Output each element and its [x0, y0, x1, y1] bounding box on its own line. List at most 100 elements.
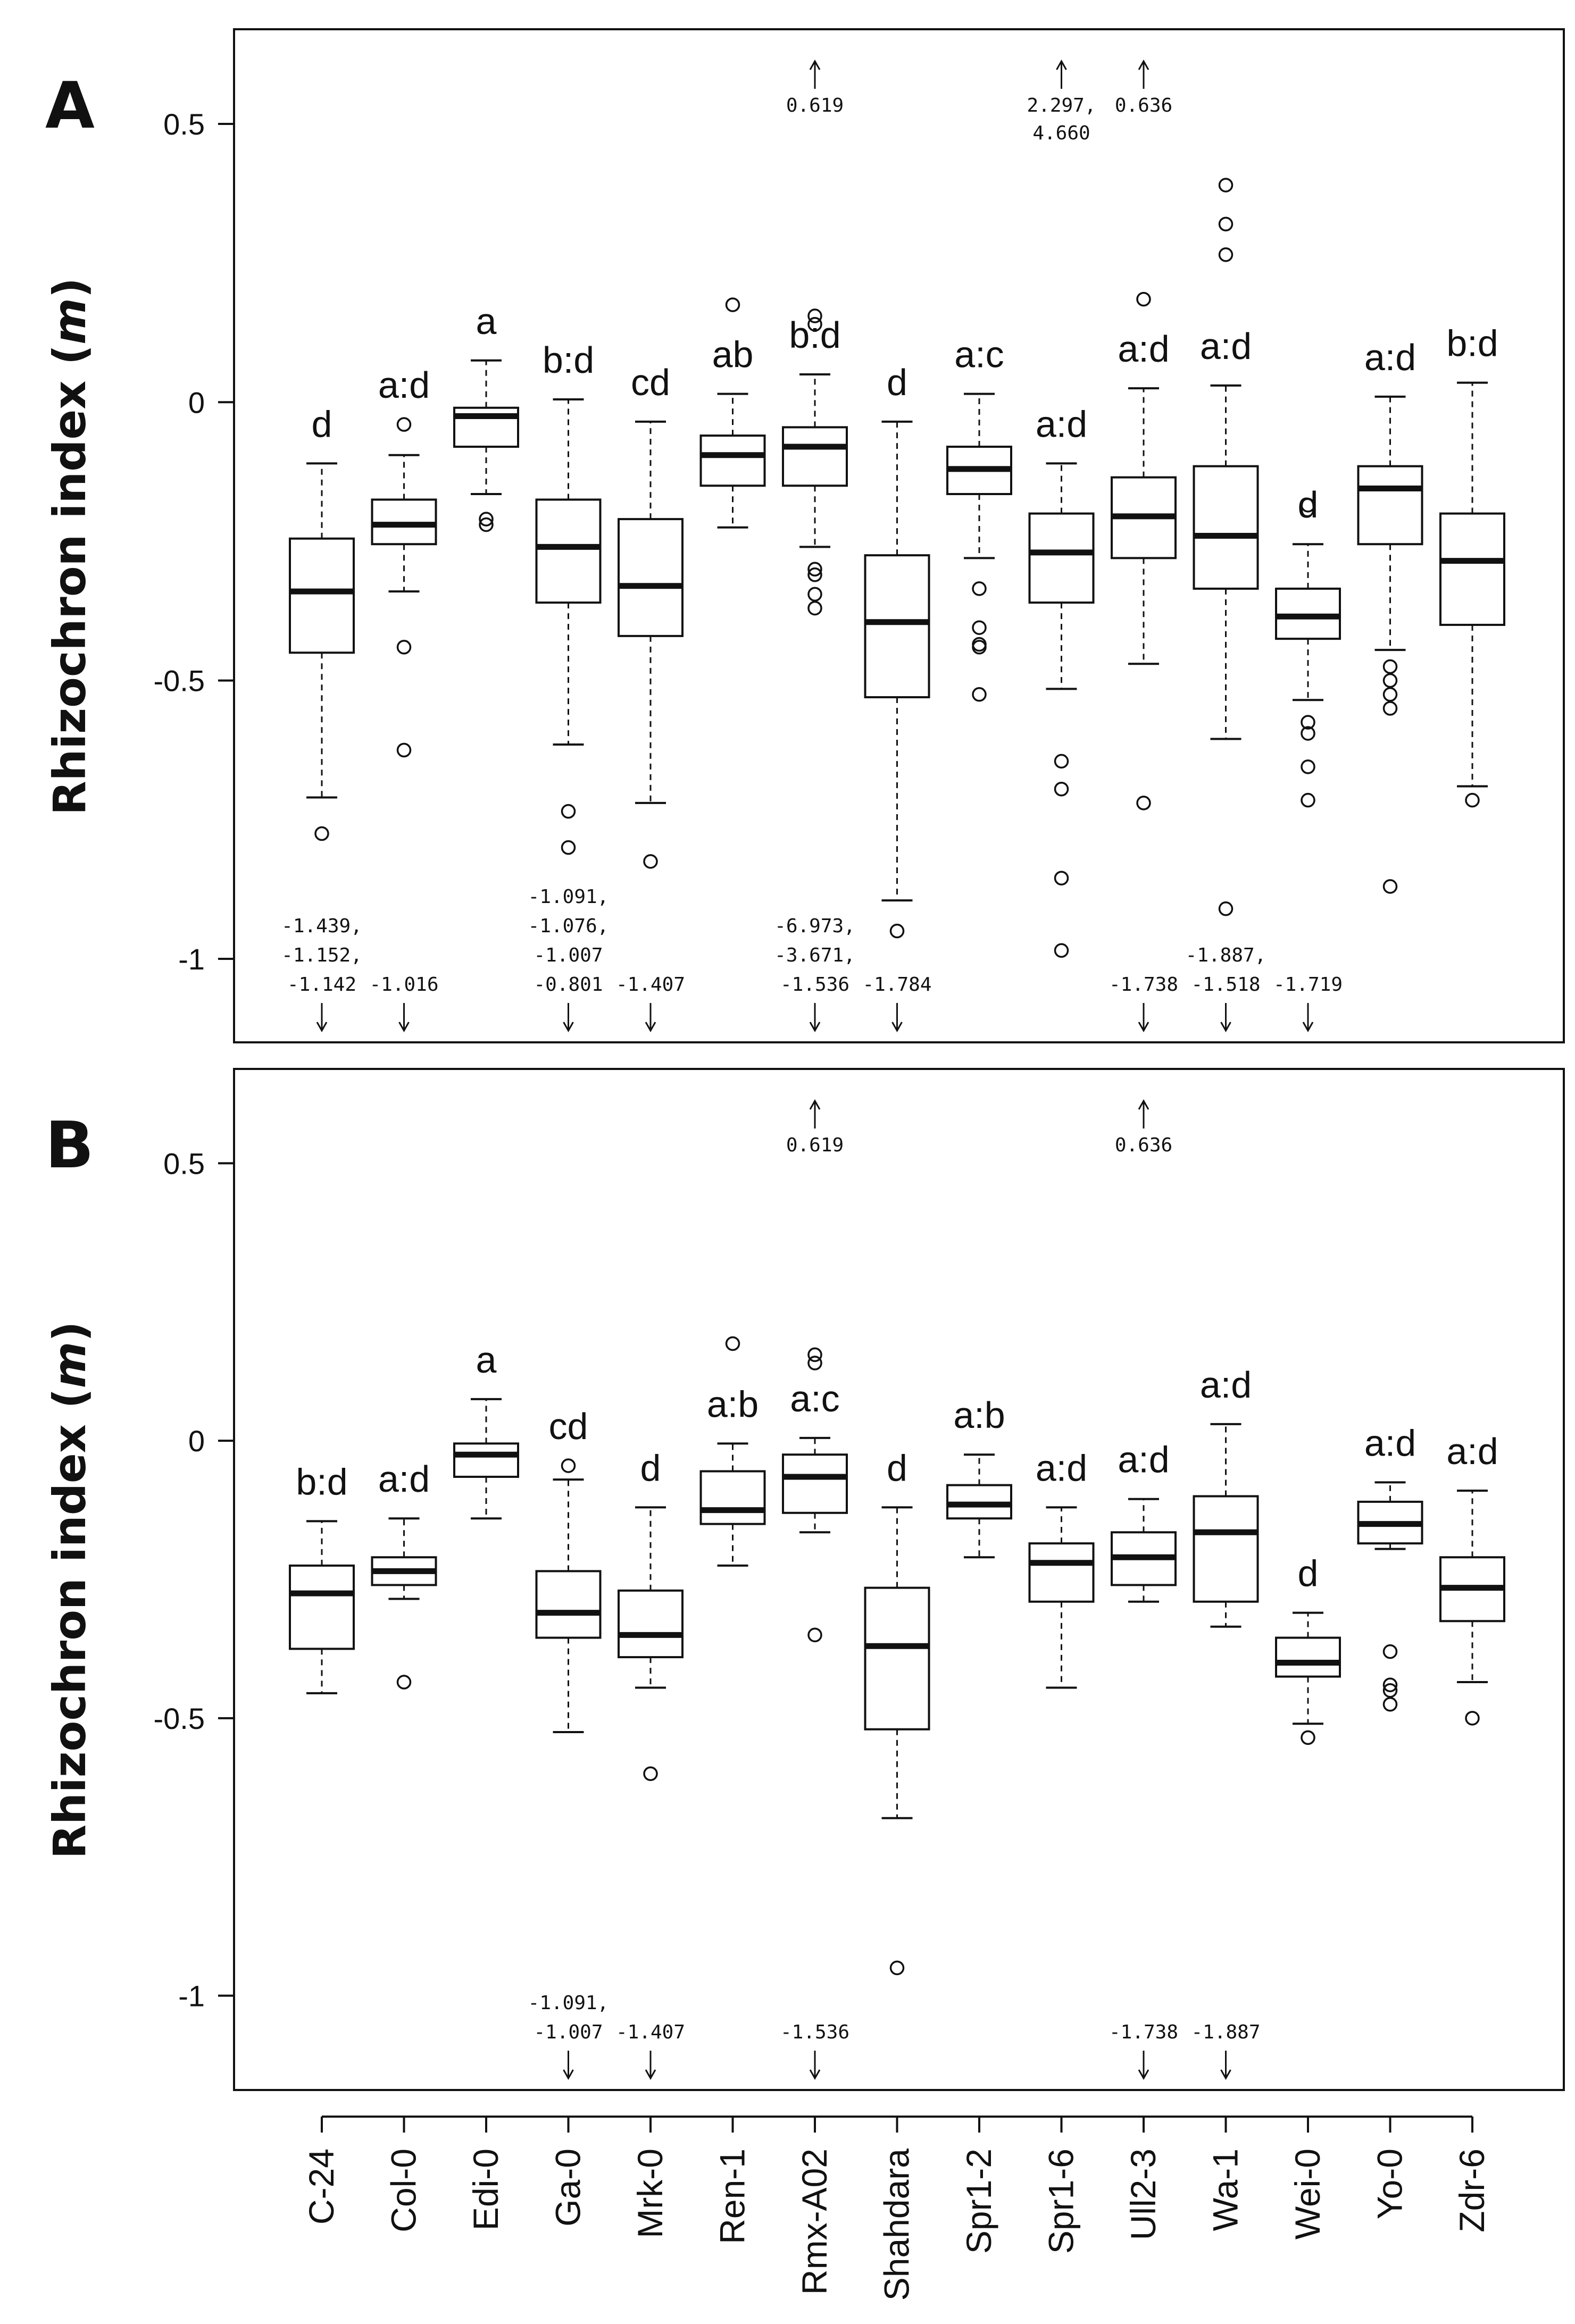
outlier-point — [1382, 879, 1398, 894]
outlier-point — [972, 687, 987, 702]
x-tick-label: Col-0 — [384, 2149, 423, 2233]
box-Yo-0: a:d — [1357, 337, 1423, 894]
offscale-arrowhead — [1138, 1022, 1149, 1033]
box-Mrk-0: d — [618, 1447, 684, 1781]
box-Wei-0: d — [1275, 484, 1341, 808]
offscale-arrowhead — [809, 2069, 821, 2080]
offscale-value: -1.407 — [616, 974, 685, 996]
iqr-box — [618, 518, 684, 637]
outlier-point — [889, 1960, 905, 1976]
outlier-point — [1382, 701, 1398, 716]
group-label: b:d — [1446, 323, 1498, 364]
outlier-point — [725, 1336, 740, 1351]
group-label: b:d — [543, 339, 594, 381]
offscale-value: -6.973, — [774, 915, 855, 937]
group-label: a:d — [1118, 1439, 1169, 1481]
outlier-point — [807, 562, 822, 577]
outlier-point — [1301, 715, 1315, 730]
iqr-box — [864, 1586, 930, 1731]
outlier-point — [1382, 659, 1398, 674]
x-tick-label: Zdr-6 — [1452, 2149, 1491, 2233]
offscale-arrowhead — [316, 1022, 328, 1033]
group-label: b:d — [789, 314, 840, 356]
outlier-point — [1054, 943, 1069, 958]
y-tick-label: 0.5 — [163, 107, 205, 141]
x-tick-label: Spr1-2 — [959, 2149, 998, 2254]
offscale-value: -1.738 — [1109, 2021, 1178, 2043]
outlier-point — [807, 600, 822, 616]
outlier-point — [643, 1766, 658, 1781]
offscale-arrowhead — [1056, 59, 1067, 70]
x-tick-label: Wa-1 — [1206, 2149, 1245, 2231]
box-Yo-0: a:d — [1357, 1422, 1423, 1712]
x-tick-label: Ull2-3 — [1123, 2149, 1163, 2240]
offscale-value: -0.801 — [534, 974, 603, 996]
iqr-box — [618, 1589, 684, 1659]
x-tick-label: Shahdara — [877, 2149, 916, 2301]
offscale-value: 0.636 — [1115, 1134, 1172, 1156]
box-Ren-1: ab — [699, 297, 766, 529]
iqr-box — [1193, 1495, 1259, 1603]
offscale-value: -1.738 — [1109, 974, 1178, 996]
iqr-box — [289, 537, 355, 654]
offscale-arrowhead — [645, 1022, 656, 1033]
outlier-point — [561, 804, 576, 819]
x-tick-label: Wei-0 — [1288, 2149, 1327, 2239]
outlier-point — [479, 517, 494, 532]
outlier-point — [1301, 498, 1315, 513]
outlier-point — [807, 308, 822, 323]
box-Ga-0: cd — [535, 1406, 602, 1733]
y-tick-label: 0.5 — [163, 1147, 205, 1180]
offscale-value: -1.076, — [528, 915, 609, 937]
panel-letter: B — [45, 1109, 94, 1183]
group-label: cd — [549, 1406, 588, 1447]
outlier-point — [1218, 216, 1234, 232]
outlier-point — [1301, 726, 1315, 741]
offscale-value: -1.091, — [528, 1992, 609, 2014]
x-tick-label: Ren-1 — [713, 2149, 752, 2244]
outlier-point — [1218, 247, 1234, 262]
iqr-box — [535, 498, 602, 604]
offscale-value: -1.007 — [534, 2021, 603, 2043]
box-Zdr-6: a:d — [1439, 1431, 1505, 1726]
group-label: a:b — [707, 1383, 759, 1425]
outlier-point — [561, 840, 576, 855]
box-Shahdara: d — [864, 362, 930, 939]
outlier-point — [1301, 1730, 1315, 1745]
offscale-value: -1.536 — [780, 2021, 849, 2043]
outlier-point — [643, 854, 658, 869]
outlier-point — [972, 581, 987, 596]
group-label: a:b — [953, 1394, 1005, 1436]
iqr-box — [782, 1453, 848, 1514]
iqr-box — [1028, 512, 1095, 604]
offscale-value: -1.536 — [780, 974, 849, 996]
outlier-point — [561, 1458, 576, 1473]
box-Spr1-2: a:c — [946, 334, 1012, 702]
offscale-value: -1.142 — [287, 974, 356, 996]
outlier-point — [1382, 687, 1398, 702]
box-Edi-0: a — [453, 1339, 519, 1520]
iqr-box — [289, 1564, 355, 1650]
group-label: a:d — [378, 364, 430, 406]
group-label: d — [1298, 484, 1319, 525]
box-Ull2-3: a:d — [1111, 291, 1177, 810]
y-tick-label: -1 — [178, 1979, 205, 2013]
offscale-value: 2.297, — [1027, 95, 1096, 116]
offscale-value: -1.887, — [1186, 944, 1266, 966]
outlier-point — [972, 640, 987, 655]
panel-b: B Rhizochron index (m) 0.5 0 -0.5 -1 b:d a:d a cd… — [44, 1068, 1565, 2091]
box-Rmx-A02: a:c — [782, 1347, 848, 1643]
offscale-value: 0.636 — [1115, 95, 1172, 116]
outlier-point — [807, 317, 822, 332]
group-label: a — [476, 300, 497, 342]
group-label: d — [887, 1447, 907, 1489]
outlier-point — [1054, 871, 1069, 885]
y-tick-label: 0 — [188, 386, 205, 419]
x-tick-label: Ga-0 — [548, 2149, 588, 2227]
group-label: d — [640, 1447, 661, 1489]
box-Spr1-6: a:d — [1028, 403, 1095, 958]
outlier-point — [396, 640, 412, 655]
group-label: d — [1298, 1553, 1319, 1594]
offscale-value: -1.007 — [534, 944, 603, 966]
offscale-value: 0.619 — [786, 1134, 844, 1156]
